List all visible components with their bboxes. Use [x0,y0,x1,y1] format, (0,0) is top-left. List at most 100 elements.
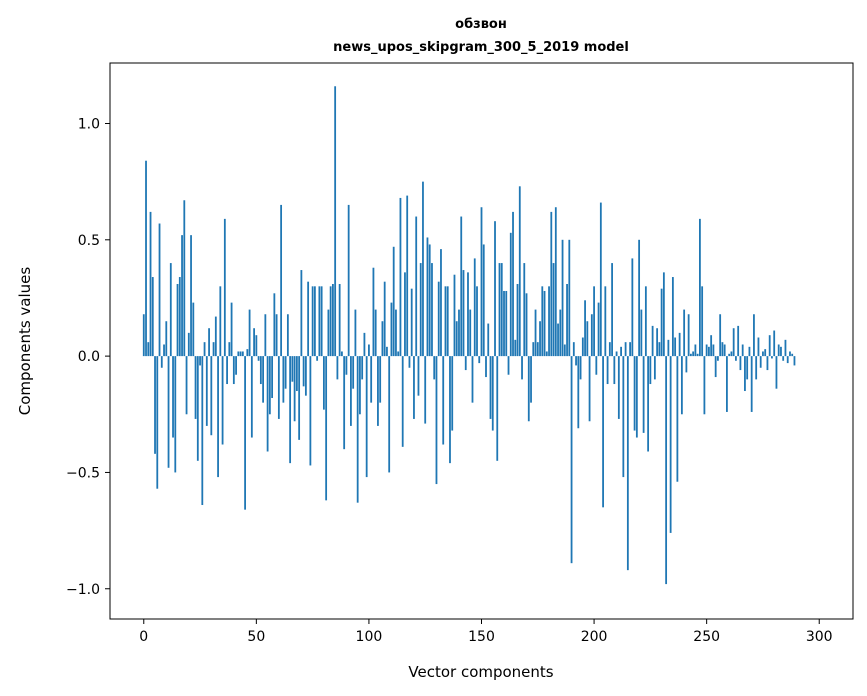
bar [469,309,472,357]
bar [185,356,188,415]
bar [404,272,406,357]
bar [246,349,249,357]
bar [644,286,647,357]
bar [658,342,661,357]
bar [415,216,418,357]
bar [581,337,584,357]
bar [156,356,159,489]
bar [374,309,377,357]
bar [187,332,190,357]
y-tick-label: −1.0 [66,582,100,598]
bar [512,211,514,357]
bar [744,356,746,392]
bar [662,272,665,357]
bar [356,356,359,503]
bar [550,211,553,357]
bar [226,356,228,385]
bar [737,325,740,357]
bar [455,321,458,357]
bar [147,342,150,357]
bar [775,356,778,389]
bar [766,356,769,371]
bar [444,286,447,357]
bar [359,356,361,415]
bar [534,309,537,357]
bar [142,314,145,357]
bar [304,356,307,396]
bar [244,356,246,510]
bar [728,353,731,357]
bar [257,356,260,361]
bar [219,286,222,357]
y-tick-label: −0.5 [66,465,100,481]
bar [460,216,463,357]
bar [471,356,474,403]
bar [199,356,201,366]
bar [352,356,355,389]
bar [595,356,598,375]
bar [615,351,618,357]
bar [780,346,782,357]
bar [651,325,654,357]
bar [735,356,737,361]
bar [723,344,726,357]
bar [575,356,577,366]
bar [653,356,656,380]
x-axis-label: Vector components [408,663,553,681]
x-axis-ticks: 0 50 100 150 200 250 300 [139,619,833,645]
bar [408,356,411,368]
bar [572,342,575,357]
bar [584,300,586,357]
bar [320,286,323,357]
bar [674,337,677,357]
bar [410,288,413,357]
bar [217,356,219,478]
bar [606,356,609,385]
bar [642,356,645,433]
bar [212,342,215,357]
bar [530,356,532,403]
bar [327,309,330,357]
bar [332,284,334,357]
bar [280,204,283,357]
bar [237,351,240,357]
bar [419,263,422,357]
bar [467,272,469,357]
bar [557,323,559,357]
bar [300,270,303,357]
bar [397,351,400,357]
bar [561,239,564,357]
bar [602,356,604,508]
bar [732,328,735,357]
bar [395,309,397,357]
bar [489,356,492,419]
bar [390,302,393,357]
bar [548,286,550,357]
bar [271,356,274,398]
bar [401,356,404,447]
bar [458,309,460,357]
bar [793,356,796,366]
bar [145,160,147,357]
bar [266,356,269,452]
bar [235,356,237,375]
bar [388,356,391,473]
bar [377,356,379,426]
bar [370,356,373,403]
bar [176,284,179,357]
bar [586,321,589,357]
y-tick-label: 0.0 [78,349,100,365]
bar [277,356,280,419]
bar [284,356,287,389]
bar [773,330,776,357]
bar [151,277,154,357]
bar [640,309,643,357]
bar [739,356,742,371]
bar [685,356,688,373]
bar [786,356,789,364]
x-tick-label: 250 [693,629,720,645]
bar [726,356,728,412]
bar [379,356,382,403]
bar [777,344,780,357]
bar [298,356,301,440]
